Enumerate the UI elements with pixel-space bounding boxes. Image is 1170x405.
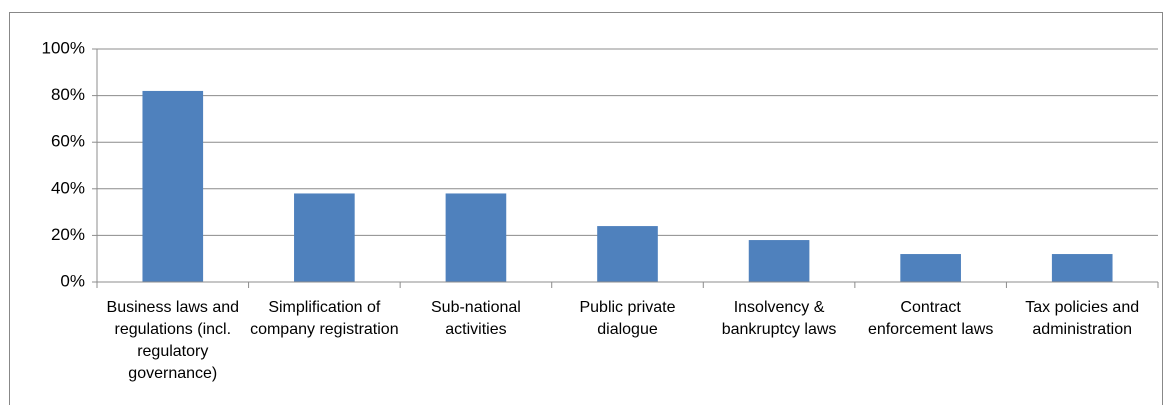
- bar: [900, 254, 961, 282]
- y-tick-label: 20%: [51, 225, 85, 244]
- x-tick-label: Business laws and regulations (incl. reg…: [106, 299, 240, 382]
- x-tick-label: Insolvency & bankruptcy laws: [721, 299, 837, 338]
- bar: [445, 193, 507, 282]
- x-tick-label: Tax policies and administration: [1025, 299, 1140, 338]
- chart-frame: [9, 12, 1163, 405]
- y-tick-label: 0%: [60, 271, 85, 290]
- y-tick-label: 100%: [42, 38, 85, 57]
- x-tick-label: Public private dialogue: [579, 299, 676, 338]
- bar: [142, 90, 204, 282]
- x-tick-label: Contract enforcement laws: [867, 299, 994, 338]
- bar: [597, 226, 658, 282]
- bar: [294, 193, 355, 282]
- y-tick-label: 60%: [51, 132, 85, 151]
- y-tick-label: 80%: [51, 85, 85, 104]
- y-tick-label: 40%: [51, 178, 85, 197]
- bar: [748, 240, 810, 282]
- x-tick-label: Sub-national activities: [431, 299, 521, 338]
- bar: [1051, 254, 1113, 282]
- x-tick-label: Simplification of company registration: [250, 299, 399, 338]
